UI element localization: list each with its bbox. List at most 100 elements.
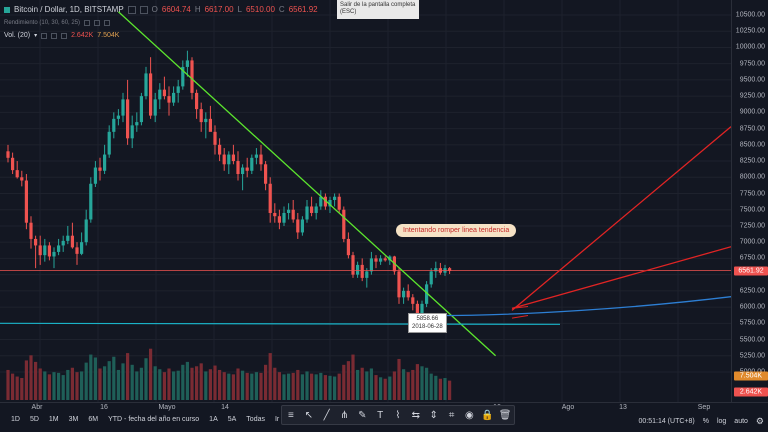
candle-body (107, 131, 111, 155)
range-button[interactable]: Ir (274, 416, 280, 423)
legend-settings-icon[interactable] (127, 5, 136, 14)
volume-settings-icon[interactable] (41, 32, 48, 39)
trend-annotation-callout[interactable]: Intentando romper linea tendencia (396, 224, 517, 237)
candle-body (47, 245, 51, 257)
clock-display[interactable]: 00:51:14 (UTC+8) (638, 418, 695, 425)
volume-value-1: 2.642K (71, 32, 94, 39)
indicator-legend[interactable]: Rendimiento (10, 30, 60, 25) (4, 20, 111, 26)
volume-bar (310, 373, 314, 400)
indicator-hide-icon[interactable] (94, 20, 101, 26)
volume-legend[interactable]: Vol. (20) ▾ 2.642K 7.504K (4, 32, 119, 39)
menu-icon[interactable]: ≡ (288, 409, 294, 421)
range-button[interactable]: 5A (227, 416, 237, 423)
range-button[interactable]: 1M (48, 416, 59, 423)
eye-icon[interactable]: ◉ (464, 409, 474, 421)
candle-body (411, 297, 415, 304)
pitchfork-icon[interactable]: ⋔ (340, 409, 349, 421)
fullscreen-tooltip: Salir de la pantalla completa (ESC) (337, 0, 419, 19)
candle-body (333, 196, 337, 200)
candle-body (84, 219, 88, 243)
symbol-legend[interactable]: Bitcoin / Dollar, 1D, BITSTAMP O 6604.74 … (4, 5, 318, 14)
candle-body (236, 161, 240, 175)
text-icon[interactable]: T (377, 409, 384, 421)
candle-body (112, 118, 116, 132)
volume-bar (208, 369, 212, 400)
volume-bar (231, 374, 235, 400)
range-button[interactable]: 3M (68, 416, 79, 423)
volume-bar (250, 373, 254, 400)
measure-icon[interactable]: ⇕ (429, 409, 438, 421)
volume-value-2: 7.504K (97, 32, 120, 39)
candle-body (204, 118, 208, 123)
range-button[interactable]: 1A (209, 416, 218, 423)
volume-bar (383, 378, 387, 400)
range-button[interactable]: 1D (11, 416, 20, 423)
volume-close-icon[interactable] (61, 32, 68, 39)
pattern-icon[interactable]: ⌇ (395, 409, 401, 421)
candle-body (75, 247, 79, 254)
volume-bar (425, 367, 429, 400)
candle-body (15, 170, 19, 178)
range-button[interactable]: 6M (88, 416, 99, 423)
ruler-icon[interactable]: ⌗ (448, 409, 455, 421)
candle-body (89, 183, 93, 220)
candle-body (259, 154, 263, 165)
settings-gear-icon[interactable]: ⚙ (755, 416, 764, 426)
percent-scale-button[interactable]: % (702, 418, 709, 425)
candle-body (126, 99, 130, 139)
cursor-icon[interactable]: ↖ (304, 409, 313, 421)
volume-bar (126, 353, 130, 400)
high-label: H (194, 5, 201, 14)
volume-bar (342, 364, 346, 400)
indicator-close-icon[interactable] (104, 20, 111, 26)
volume-bar (139, 367, 143, 400)
volume-bar (149, 348, 153, 400)
volume-bar (199, 363, 203, 400)
candle-body (434, 268, 438, 272)
volume-bar (158, 369, 162, 400)
volume-bar (268, 353, 272, 400)
downtrend-line (117, 11, 497, 357)
volume-dropdown-icon[interactable]: ▾ (34, 33, 38, 39)
candle-body (218, 144, 222, 155)
candle-body (429, 271, 433, 285)
time-tick-label: Sep (697, 404, 711, 411)
indicator-settings-icon[interactable] (84, 20, 91, 26)
brush-icon[interactable]: ✎ (358, 409, 367, 421)
projection-blue-curve (424, 296, 731, 317)
candle-body (185, 60, 189, 67)
range-button[interactable]: YTD - fecha del año en curso (108, 416, 200, 423)
candle-body (337, 196, 341, 210)
candle-body (6, 151, 10, 158)
candle-body (287, 209, 291, 213)
candle-body (208, 118, 212, 132)
candle-body (199, 109, 203, 123)
price-chart[interactable] (0, 0, 731, 402)
trash-icon[interactable]: 🗑 (498, 409, 512, 421)
log-scale-button[interactable]: log (716, 418, 727, 425)
volume-hide-icon[interactable] (51, 32, 58, 39)
volume-bar (43, 371, 47, 400)
prediction-icon[interactable]: ⇆ (411, 409, 421, 421)
volume-bar (254, 372, 258, 400)
volume-bar (245, 372, 249, 400)
range-button[interactable]: Todas (246, 416, 265, 423)
legend-hide-icon[interactable] (139, 5, 148, 14)
auto-scale-button[interactable]: auto (734, 418, 748, 425)
volume-bar (135, 371, 139, 400)
low-price-date: 2018-06-28 (412, 324, 443, 330)
trendline-icon[interactable]: ╱ (323, 409, 330, 421)
range-button[interactable]: 5D (29, 416, 39, 423)
volume-bar (29, 355, 33, 400)
price-tick-label: 5750.00 (739, 319, 765, 327)
volume-bar (300, 374, 304, 400)
price-axis[interactable]: 10500.00 10250.00 10000.00 9750.00 9500.00 92… (731, 0, 768, 402)
candle-body (448, 268, 452, 271)
bottom-right-controls: 00:51:14 (UTC+8) % log auto ⚙ (638, 416, 764, 427)
volume-bar (415, 364, 419, 400)
candle-body (346, 238, 350, 256)
price-tick-label: 8750.00 (739, 125, 765, 133)
candle-body (139, 96, 143, 123)
candle-body (38, 245, 42, 256)
lock-icon[interactable]: 🔒 (480, 409, 494, 421)
